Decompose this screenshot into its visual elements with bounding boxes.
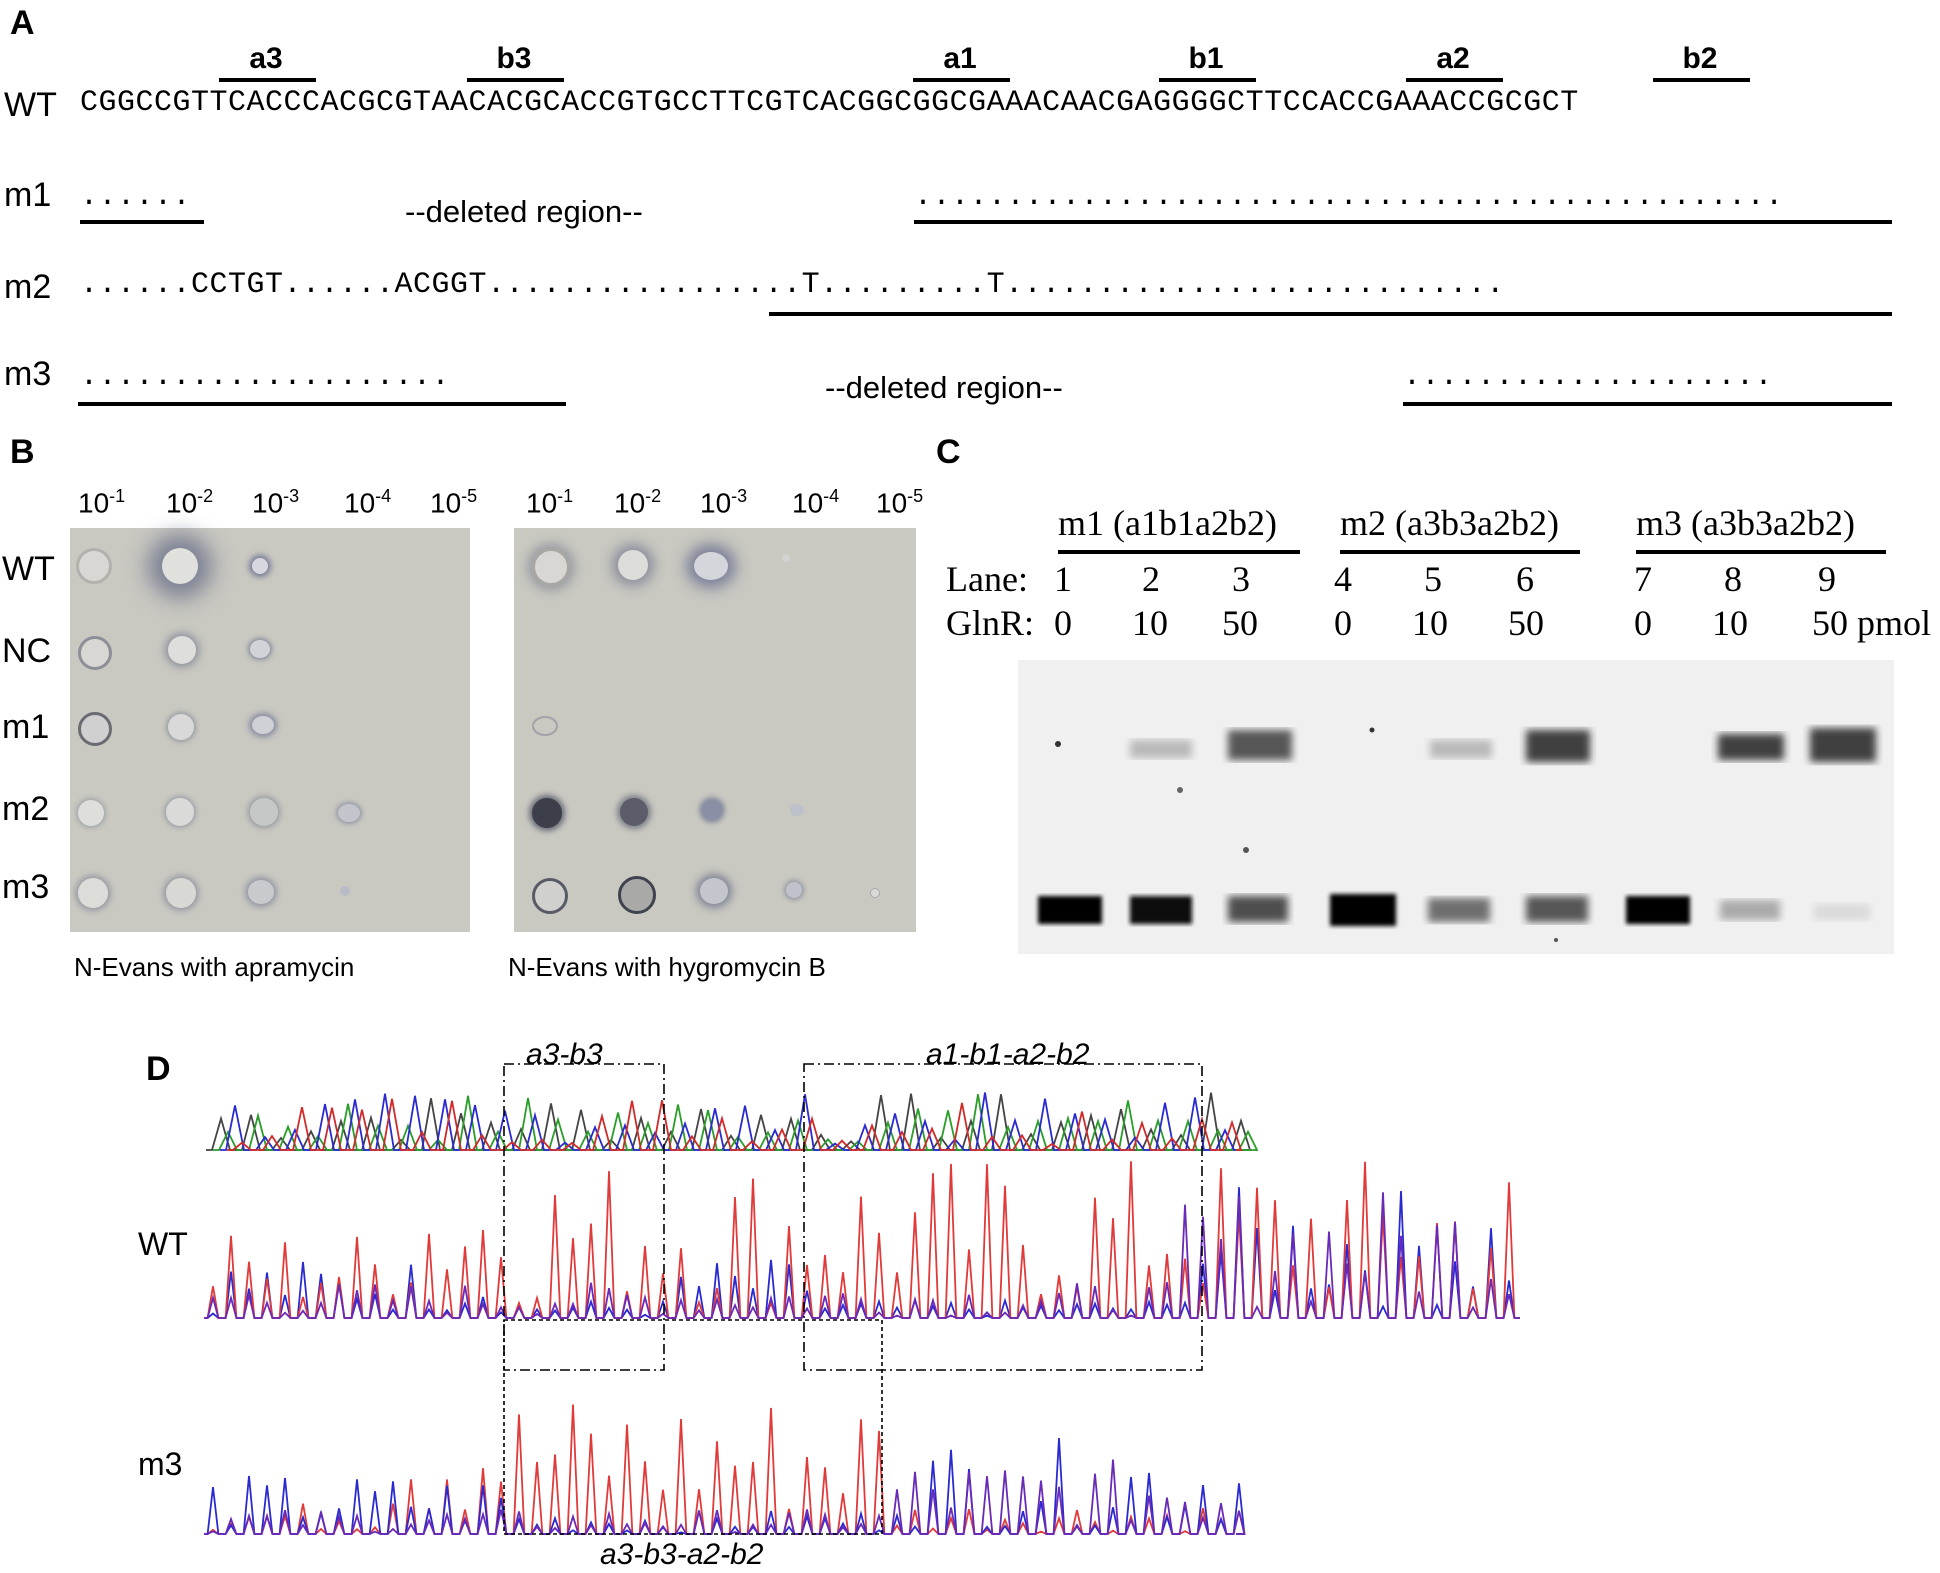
- glnr-amount: 0: [1334, 603, 1352, 643]
- dilution-label: 10-1: [78, 486, 126, 519]
- site-bar-a3: [219, 78, 316, 82]
- emsa-gel: [1018, 660, 1894, 954]
- plate-hygromycin: [514, 528, 916, 932]
- wt-trace: [204, 1161, 1520, 1319]
- panel-a-letter: A: [10, 4, 35, 42]
- box-a1-b1-a2-b2: [803, 1063, 1203, 1371]
- seq-m2-bar: [769, 312, 1892, 316]
- glnr-amount: 50: [1222, 603, 1258, 643]
- seq-m3-right-bar: [1403, 402, 1892, 406]
- dilution-label: 10-1: [526, 486, 574, 519]
- seq-row-label-m1: m1: [4, 176, 52, 214]
- panel-b-letter: B: [10, 433, 35, 471]
- dilution-label: 10-2: [614, 486, 662, 519]
- site-label-a2: a2: [1436, 42, 1470, 75]
- box-label-a1-b1-a2-b2: a1-b1-a2-b2: [926, 1038, 1090, 1071]
- dilution-label: 10-5: [430, 486, 478, 519]
- dilution-label: 10-4: [792, 486, 840, 519]
- gel-group-m2: m2 (a3b3a2b2): [1340, 503, 1559, 543]
- lane-number: 5: [1424, 559, 1442, 599]
- panel-d-letter: D: [146, 1050, 171, 1088]
- lane-number: 6: [1516, 559, 1534, 599]
- strain-label-nc: NC: [2, 632, 52, 670]
- sequencing-trace: [206, 1092, 1259, 1151]
- box-a3-b3-a2-b2: [503, 1319, 883, 1535]
- lane-number: 1: [1054, 559, 1072, 599]
- glnr-amount: 10: [1412, 603, 1448, 643]
- lane-number: 7: [1634, 559, 1652, 599]
- site-bar-b2: [1653, 78, 1750, 82]
- trace-label-m3: m3: [138, 1446, 183, 1482]
- panel-c-letter: C: [936, 433, 961, 471]
- glnr-amount: 50 pmol: [1812, 603, 1932, 643]
- strain-label-m2: m2: [2, 790, 50, 828]
- glnr-amount: 50: [1508, 603, 1544, 643]
- gel-group-bar: [1340, 550, 1580, 554]
- trace-label-wt: WT: [138, 1226, 188, 1262]
- seq-m1-left-bar: [80, 220, 204, 224]
- site-bar-b3: [467, 78, 564, 82]
- lane-label: Lane:: [946, 559, 1028, 599]
- seq-row-label-wt: WT: [4, 86, 57, 124]
- gel-group-bar: [1636, 550, 1886, 554]
- box-label-a3-b3: a3-b3: [526, 1038, 603, 1071]
- seq-m1-right: ........................................…: [914, 180, 1784, 214]
- site-label-b1: b1: [1188, 42, 1224, 75]
- site-bar-a2: [1406, 78, 1503, 82]
- glnr-label: GlnR:: [946, 603, 1035, 643]
- glnr-amount: 10: [1712, 603, 1748, 643]
- lane-number: 8: [1724, 559, 1742, 599]
- dilution-label: 10-2: [166, 486, 214, 519]
- lane-number: 4: [1334, 559, 1352, 599]
- box-a3-b3: [503, 1063, 665, 1371]
- glnr-amount: 0: [1634, 603, 1652, 643]
- seq-m1-left: ......: [80, 180, 192, 214]
- dilution-label: 10-3: [252, 486, 300, 519]
- caption-hygromycin: N-Evans with hygromycin B: [508, 952, 826, 982]
- seq-m3-left: ....................: [80, 360, 451, 394]
- box-label-a3-b3-a2-b2: a3-b3-a2-b2: [600, 1538, 764, 1571]
- seq-row-label-m3: m3: [4, 355, 52, 393]
- gel-group-m1: m1 (a1b1a2b2): [1058, 503, 1277, 543]
- glnr-amount: 0: [1054, 603, 1072, 643]
- lane-number: 2: [1142, 559, 1160, 599]
- dilution-label: 10-3: [700, 486, 748, 519]
- site-label-b2: b2: [1682, 42, 1718, 75]
- chromatogram: [204, 1063, 1520, 1535]
- seq-m3-right: ....................: [1403, 360, 1774, 394]
- strain-label-wt: WT: [2, 550, 55, 588]
- site-bar-b1: [1159, 78, 1256, 82]
- site-label-b3: b3: [496, 42, 532, 75]
- lane-number: 9: [1818, 559, 1836, 599]
- gel-group-m3: m3 (a3b3a2b2): [1636, 503, 1855, 543]
- m3-trace: [204, 1404, 1246, 1535]
- m3-deleted-label: --deleted region--: [825, 370, 1063, 405]
- dilution-label: 10-4: [344, 486, 392, 519]
- strain-label-m3: m3: [2, 868, 50, 906]
- gel-group-bar: [1058, 550, 1300, 554]
- seq-m1-right-bar: [914, 220, 1892, 224]
- plate-apramycin: [70, 528, 470, 932]
- lane-number: 3: [1232, 559, 1250, 599]
- seq-m3-left-bar: [78, 402, 566, 406]
- m1-deleted-label: --deleted region--: [405, 194, 643, 229]
- caption-apramycin: N-Evans with apramycin: [74, 952, 355, 982]
- seq-m2: ......CCTGT......ACGGT.................T…: [80, 268, 1505, 302]
- glnr-amount: 10: [1132, 603, 1168, 643]
- site-label-a1: a1: [943, 42, 977, 75]
- dilution-label: 10-5: [876, 486, 924, 519]
- seq-wt: CGGCCGTTCACCCACGCGTAACACGCACCGTGCCTTCGTC…: [80, 86, 1579, 120]
- seq-row-label-m2: m2: [4, 268, 52, 306]
- site-bar-a1: [913, 78, 1010, 82]
- strain-label-m1: m1: [2, 708, 50, 746]
- site-label-a3: a3: [249, 42, 283, 75]
